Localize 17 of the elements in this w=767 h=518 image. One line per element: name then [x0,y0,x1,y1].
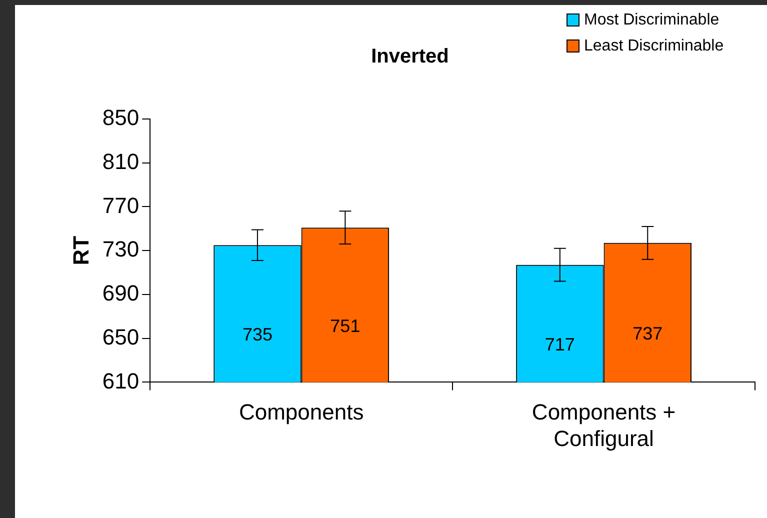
y-tick-label: 850 [102,105,140,130]
legend-label: Most Discriminable [584,11,720,28]
data-label: 735 [242,324,272,345]
chart-title: Inverted [371,46,449,68]
legend-label: Least Discriminable [584,37,724,54]
x-tick-label: Components + Configural [532,399,676,451]
y-tick-label: 770 [102,192,140,218]
data-label: 737 [632,324,663,344]
data-label: 717 [544,334,575,354]
x-tick-label: Components [238,399,364,424]
y-tick-label: 650 [102,324,140,350]
y-tick-label: 730 [102,236,140,262]
data-label: 751 [330,316,360,336]
y-axis-title: RT [68,235,94,266]
y-tick-label: 690 [102,280,140,306]
y-tick-label: 610 [102,368,140,394]
y-tick-label: 810 [102,148,140,174]
